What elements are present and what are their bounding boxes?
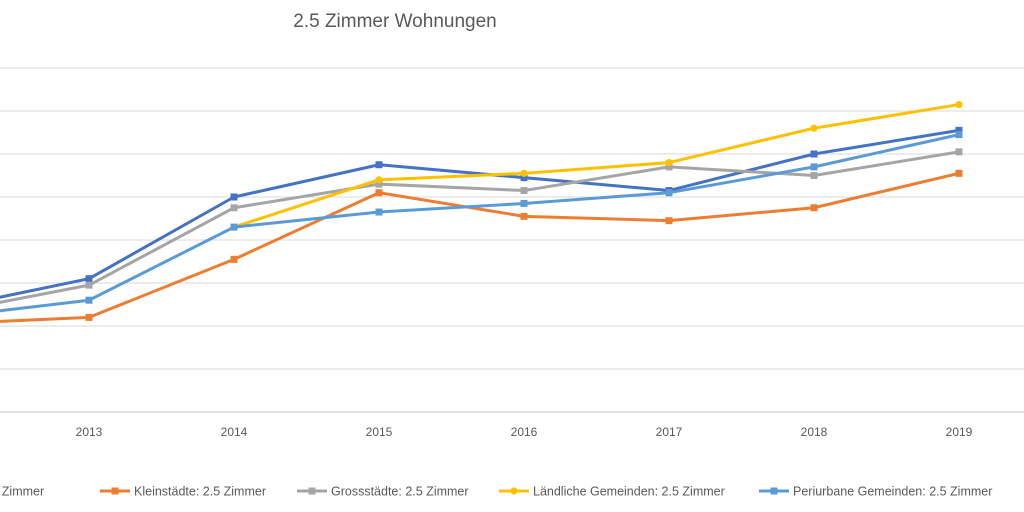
- legend-label: Kleinstädte: 2.5 Zimmer: [134, 485, 266, 499]
- data-point: [85, 275, 93, 283]
- data-point: [810, 172, 818, 179]
- series-line: [0, 128, 960, 299]
- data-point: [520, 199, 528, 207]
- data-point: [665, 189, 673, 197]
- data-point: [810, 150, 818, 158]
- x-tick-label: 2017: [656, 425, 683, 439]
- data-point: [520, 174, 528, 182]
- data-point: [810, 124, 818, 132]
- data-point: [665, 217, 673, 225]
- series: [0, 169, 963, 323]
- series: [0, 131, 963, 313]
- data-point: [375, 208, 383, 216]
- data-point: [85, 281, 93, 289]
- x-tick-label: 2015: [366, 425, 393, 439]
- data-point: [375, 176, 383, 184]
- data-point: [955, 169, 963, 177]
- legend-label: Periurbane Gemeinden: 2.5 Zimmer: [793, 485, 992, 499]
- data-point: [810, 204, 818, 212]
- legend-item: Periurbane Gemeinden: 2.5 Zimmer: [759, 485, 992, 499]
- legend-item: Kleinstädte: 2.5 Zimmer: [100, 485, 266, 499]
- legend-label: Grossstädte: 2.5 Zimmer: [331, 485, 469, 499]
- legend-marker: [308, 487, 316, 495]
- data-point: [520, 169, 528, 177]
- x-tick-label: 2014: [221, 425, 248, 439]
- x-tick-label: 2013: [76, 425, 103, 439]
- legend-item: : 2.5 Zimmer: [0, 485, 44, 499]
- legend-marker: [770, 487, 778, 495]
- data-point: [85, 296, 93, 304]
- data-point: [955, 148, 963, 156]
- legend-marker: [111, 487, 119, 495]
- legend-label: Ländliche Gemeinden: 2.5 Zimmer: [533, 485, 725, 499]
- data-point: [810, 163, 818, 171]
- data-point: [375, 180, 383, 188]
- series-line: [0, 150, 960, 304]
- series: [0, 126, 963, 299]
- series-lines: [0, 100, 963, 323]
- data-point: [230, 193, 238, 201]
- series-line: [0, 133, 960, 313]
- data-point: [665, 159, 673, 167]
- legend-item: Grossstädte: 2.5 Zimmer: [297, 485, 469, 499]
- data-point: [955, 131, 963, 139]
- data-point: [375, 189, 383, 197]
- legend-marker: [510, 487, 518, 495]
- data-point: [955, 100, 963, 109]
- legend: : 2.5 Zimmer Kleinstädte: 2.5 Zimmer Gross…: [0, 485, 992, 499]
- x-tick-label: 2018: [801, 425, 828, 439]
- chart-title: 2.5 Zimmer Wohnungen: [293, 11, 496, 32]
- legend-label: : 2.5 Zimmer: [0, 485, 44, 499]
- data-point: [85, 313, 93, 321]
- data-point: [375, 161, 383, 169]
- data-point: [230, 255, 238, 263]
- series-line: [0, 171, 960, 323]
- data-point: [230, 223, 238, 231]
- data-point: [955, 126, 963, 134]
- x-tick-label: 2016: [511, 425, 538, 439]
- series: [0, 148, 963, 304]
- data-point: [230, 204, 238, 212]
- data-point: [520, 187, 528, 195]
- legend-item: Ländliche Gemeinden: 2.5 Zimmer: [499, 485, 725, 499]
- data-point: [520, 212, 528, 220]
- data-point: [665, 163, 673, 171]
- x-tick-label: 2019: [946, 425, 973, 439]
- series-line: [233, 103, 960, 229]
- x-axis-ticks: 2013 2014 2015 2016 2017 2018 2019: [76, 425, 973, 439]
